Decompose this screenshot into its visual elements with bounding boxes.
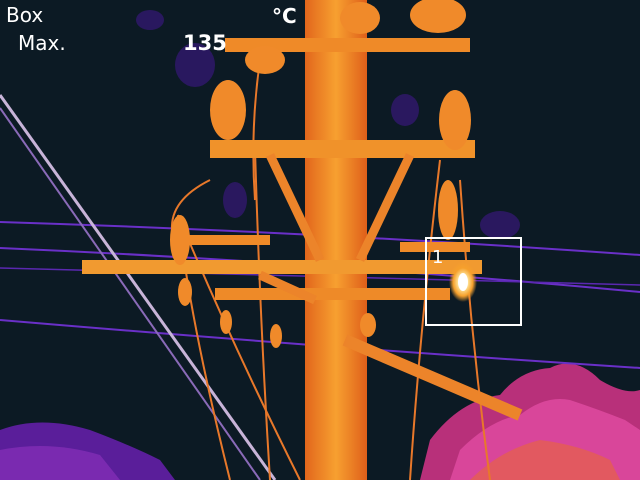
braces xyxy=(258,153,523,421)
max-temperature-value: 135 xyxy=(183,31,227,55)
box-label: Box xyxy=(6,3,44,27)
insulators xyxy=(170,0,471,348)
measurement-box-index: 1 xyxy=(432,247,444,268)
background-cool-regions xyxy=(136,10,520,239)
guy-wire xyxy=(0,94,277,480)
temperature-unit: °C xyxy=(272,4,297,28)
max-label: Max. xyxy=(18,31,66,55)
cross-arms xyxy=(82,38,482,300)
measurement-box[interactable]: 1 xyxy=(425,237,522,326)
